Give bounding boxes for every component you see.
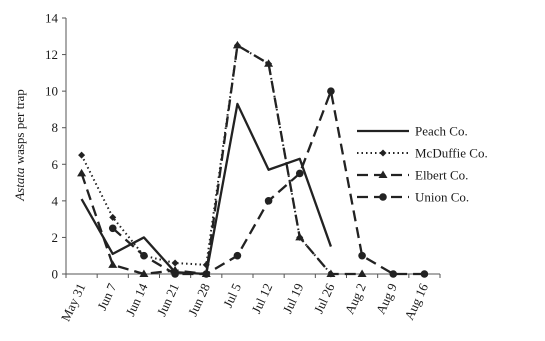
data-point <box>140 251 148 260</box>
data-point <box>78 151 86 159</box>
data-point <box>232 40 242 49</box>
y-tick-label: 4 <box>52 193 59 208</box>
data-point <box>77 168 87 177</box>
y-axis-title: Astata wasps per trap <box>12 89 27 202</box>
x-tick-label: Aug 9 <box>373 281 400 316</box>
data-point <box>171 259 179 267</box>
series-line <box>80 44 332 275</box>
plot-area <box>77 40 429 278</box>
data-point <box>295 232 305 241</box>
legend-label: Peach Co. <box>415 124 468 139</box>
legend-item: Elbert Co. <box>357 168 468 183</box>
data-point <box>327 87 335 95</box>
x-tick-label: Jul 12 <box>248 281 275 316</box>
data-point <box>202 261 210 269</box>
data-point <box>171 270 179 278</box>
data-point <box>264 197 273 205</box>
y-tick-label: 8 <box>52 120 59 135</box>
data-point <box>139 269 149 277</box>
data-point <box>326 269 336 277</box>
x-tick-label: Aug 2 <box>342 281 369 316</box>
y-tick-label: 6 <box>52 157 59 172</box>
series-peach-co <box>80 102 333 276</box>
series-elbert-co <box>77 40 367 277</box>
legend-label: Union Co. <box>415 190 469 205</box>
series-line <box>111 89 425 276</box>
x-tick-label: May 31 <box>58 281 89 324</box>
x-tick-label: Jul 26 <box>311 280 338 315</box>
x-tick-label: Jun 21 <box>154 281 182 318</box>
data-point <box>358 251 366 260</box>
data-point <box>202 270 211 278</box>
x-tick-label: Aug 16 <box>401 280 431 322</box>
x-tick-label: Jun 28 <box>185 281 213 318</box>
data-point <box>108 260 118 268</box>
data-point <box>389 270 398 278</box>
x-ticks: May 31 Jun 7 Jun 14 Jun 21 Jun 28 Jul 5 Jul 12… <box>58 274 441 324</box>
data-point <box>108 224 117 233</box>
y-tick-label: 14 <box>45 11 59 26</box>
data-point <box>378 170 388 178</box>
data-point <box>264 59 274 67</box>
data-point <box>379 149 387 157</box>
data-point <box>233 251 242 260</box>
series-union-co <box>108 87 429 278</box>
data-point <box>379 193 387 201</box>
data-point <box>109 213 117 221</box>
legend-label: McDuffie Co. <box>415 146 488 161</box>
x-tick-label: Jun 7 <box>94 280 120 312</box>
y-axis-title-rest: wasps per trap <box>12 89 27 167</box>
x-tick-label: Jul 5 <box>220 281 244 310</box>
axes <box>65 18 440 275</box>
series-line <box>80 44 363 276</box>
svg-text:Astata wasps per trap: Astata wasps per trap <box>12 89 27 202</box>
legend-item: Union Co. <box>357 190 469 205</box>
series-line <box>80 102 333 276</box>
legend: Peach Co. McDuffie Co. Elbert Co. Union Co. <box>357 124 488 205</box>
y-axis-title-italic: Astata <box>12 167 27 202</box>
y-ticks: 0 2 4 6 8 10 12 14 <box>45 11 66 282</box>
data-point <box>295 169 304 178</box>
data-point <box>420 270 429 278</box>
y-tick-label: 10 <box>45 84 58 99</box>
data-point <box>357 269 367 277</box>
y-tick-label: 2 <box>52 230 59 245</box>
y-tick-label: 12 <box>45 47 58 62</box>
legend-item: Peach Co. <box>357 124 468 139</box>
y-tick-label: 0 <box>52 267 59 282</box>
legend-item: McDuffie Co. <box>357 146 488 161</box>
x-tick-label: Jul 19 <box>280 281 307 316</box>
legend-label: Elbert Co. <box>415 168 468 183</box>
x-tick-label: Jun 14 <box>123 280 151 318</box>
